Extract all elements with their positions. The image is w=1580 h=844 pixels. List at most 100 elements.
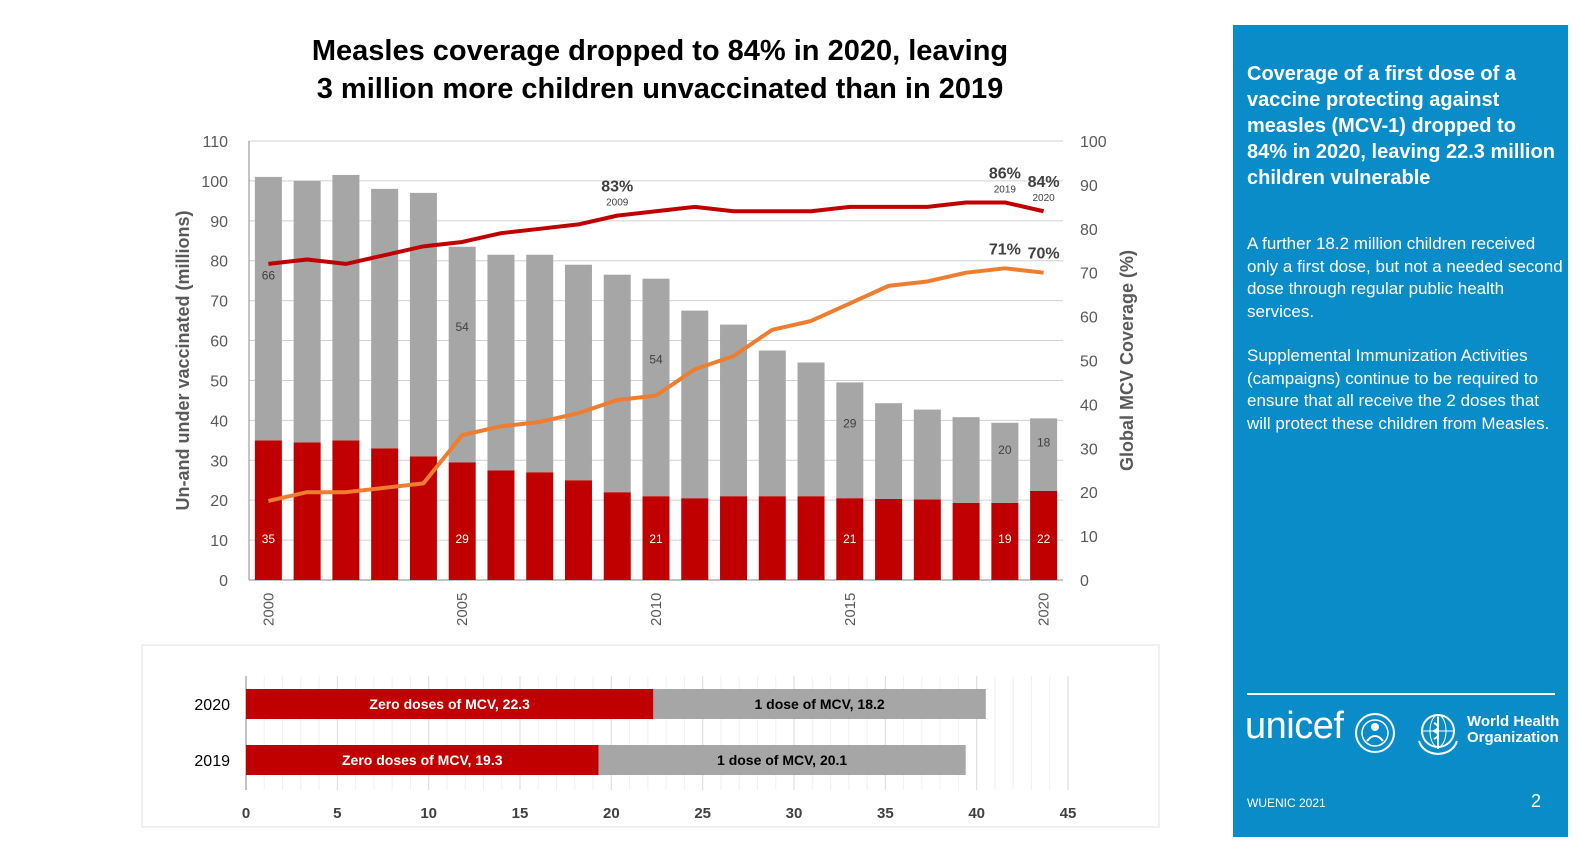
- x-tick-label: 0: [242, 805, 250, 822]
- bar-one-dose: [991, 422, 1019, 503]
- bar-zero-dose: [246, 745, 599, 775]
- bar-data-label: 29: [456, 532, 470, 546]
- coverage-line: [268, 200, 1045, 266]
- coverage-line: [267, 266, 1044, 503]
- x-tick-label: 30: [786, 805, 803, 822]
- bar-zero-dose: [797, 496, 825, 580]
- slide-title: Measles coverage dropped to 84% in 2020,…: [150, 32, 1170, 108]
- slide-title-line-2: 3 million more children unvaccinated tha…: [316, 73, 1004, 105]
- bar-data-label: 29: [843, 417, 857, 431]
- bar-zero-dose: [758, 496, 786, 580]
- y-tick-label: 60: [210, 334, 228, 351]
- bar-zero-dose: [332, 440, 360, 580]
- bar-one-dose: [913, 409, 941, 500]
- coverage-annotation-year: 2019: [994, 184, 1017, 195]
- y-tick-label: 10: [210, 533, 228, 550]
- bar-zero-dose: [875, 498, 903, 580]
- bar-zero-dose: [991, 502, 1019, 580]
- bar-one-dose: [448, 246, 476, 463]
- coverage-annotation: 86%: [989, 165, 1021, 182]
- x-tick-label: 40: [968, 805, 985, 822]
- y2-tick-label: 10: [1080, 529, 1098, 546]
- panel-heading: Coverage of a first dose of a vaccine pr…: [1247, 63, 1555, 189]
- x-tick-label: 5: [333, 805, 341, 822]
- bar-one-dose: [487, 254, 515, 471]
- bar-one-dose: [409, 192, 437, 457]
- bar-one-dose: [598, 745, 966, 775]
- footer-source: WUENIC 2021: [1247, 796, 1326, 810]
- bar-zero-dose: [448, 462, 476, 580]
- coverage-annotation: 84%: [1028, 174, 1060, 191]
- bar-data-label: 21: [843, 532, 857, 546]
- category-label: 2020: [194, 697, 230, 714]
- unicef-emblem-icon: [1355, 713, 1395, 753]
- bar-one-dose: [1030, 418, 1058, 492]
- bar-zero-dose: [371, 448, 399, 580]
- y2-tick-label: 50: [1080, 354, 1098, 371]
- bar-zero-dose: [564, 480, 592, 580]
- bar-zero-dose: [254, 440, 282, 580]
- coverage-annotation-year: 2020: [1032, 193, 1055, 204]
- who-emblem-icon: [1418, 714, 1458, 756]
- bar-zero-dose: [409, 456, 437, 580]
- bar-zero-dose: [913, 499, 941, 580]
- who-name-line-2: Organization: [1467, 729, 1559, 746]
- page-number: 2: [1531, 791, 1542, 811]
- bar-data-label: Zero doses of MCV, 19.3: [342, 752, 503, 768]
- bar-data-label: 19: [998, 532, 1012, 546]
- coverage-annotation: 71%: [989, 241, 1021, 258]
- y2-tick-label: 20: [1080, 485, 1098, 502]
- who-name: World Health Organization: [1467, 714, 1559, 746]
- who-name-line-1: World Health: [1467, 713, 1560, 730]
- bar-one-dose: [293, 180, 321, 443]
- bar-zero-dose: [603, 492, 631, 580]
- y-tick-label: 110: [202, 134, 228, 151]
- bar-zero-dose: [836, 498, 864, 580]
- bar-data-label: Zero doses of MCV, 22.3: [369, 696, 530, 712]
- bar-zero-dose: [952, 502, 980, 580]
- bar-data-label: 18: [1037, 436, 1051, 450]
- y2-tick-label: 30: [1080, 441, 1098, 458]
- bar-one-dose: [254, 176, 282, 441]
- bar-data-label: 1 dose of MCV, 18.2: [754, 696, 884, 712]
- x-tick-label: 25: [694, 805, 711, 822]
- bar-one-dose: [758, 350, 786, 497]
- bottom-chart-frame: [141, 644, 1160, 828]
- y2-axis-title: Global MCV Coverage (%): [1117, 250, 1137, 471]
- bar-data-label: 1 dose of MCV, 20.1: [717, 752, 847, 768]
- bottom-chart: 0 5 10 15 20 25 30 35 40 45 2020 Zero doses of MCV,…: [141, 644, 1160, 828]
- x-tick-label: 35: [877, 805, 894, 822]
- coverage-annotation: 70%: [1028, 246, 1060, 263]
- bar-one-dose: [332, 174, 360, 441]
- unicef-logo: unicef: [1245, 705, 1344, 747]
- y-tick-label: 100: [201, 174, 228, 191]
- bar-zero-dose: [293, 442, 321, 580]
- y-tick-label: 20: [210, 493, 228, 510]
- bar-data-label: 54: [456, 320, 470, 334]
- panel-paragraph-2: Supplemental Immunization Activities (ca…: [1247, 346, 1550, 433]
- y2-tick-label: 90: [1080, 178, 1098, 195]
- bar-one-dose: [720, 324, 748, 497]
- bar-one-dose: [653, 689, 986, 719]
- bar-zero-dose: [246, 689, 654, 719]
- x-tick-label: 2000: [260, 593, 277, 626]
- x-tick-label: 45: [1060, 805, 1077, 822]
- y2-tick-label: 100: [1080, 134, 1107, 151]
- x-tick-label: 10: [420, 805, 437, 822]
- bar-one-dose: [603, 274, 631, 493]
- y-axis-title: Un-and under vaccinated (millions): [173, 210, 193, 510]
- bar-data-label: 20: [998, 443, 1012, 457]
- panel-divider: [1247, 693, 1555, 695]
- slide-title-line-1: Measles coverage dropped to 84% in 2020,…: [311, 35, 1009, 67]
- category-label: 2019: [194, 753, 230, 770]
- bar-zero-dose: [681, 498, 709, 580]
- bar-one-dose: [681, 310, 709, 499]
- y-tick-label: 70: [210, 294, 228, 311]
- y2-tick-label: 70: [1080, 266, 1098, 283]
- bar-one-dose: [526, 254, 554, 473]
- bar-zero-dose: [720, 496, 748, 580]
- y-tick-label: 0: [219, 573, 228, 590]
- bar-zero-dose: [526, 472, 554, 580]
- bar-one-dose: [952, 417, 980, 503]
- bar-zero-dose: [487, 470, 515, 580]
